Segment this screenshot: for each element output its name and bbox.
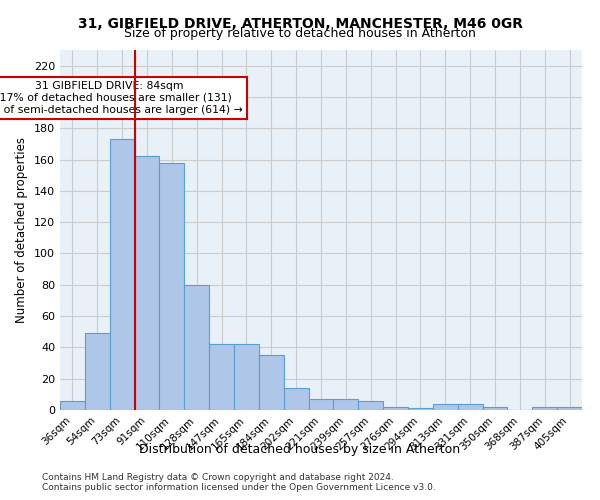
Y-axis label: Number of detached properties: Number of detached properties <box>16 137 28 323</box>
Bar <box>110 139 134 410</box>
Bar <box>532 407 557 410</box>
Bar <box>160 162 184 410</box>
Bar <box>482 407 508 410</box>
Bar <box>358 400 383 410</box>
Bar <box>234 344 259 410</box>
Bar <box>557 407 582 410</box>
Bar <box>134 156 160 410</box>
Bar <box>458 404 482 410</box>
Text: 31 GIBFIELD DRIVE: 84sqm
← 17% of detached houses are smaller (131)
82% of semi-: 31 GIBFIELD DRIVE: 84sqm ← 17% of detach… <box>0 82 243 114</box>
Bar <box>60 400 85 410</box>
Bar <box>433 404 458 410</box>
Bar <box>184 285 209 410</box>
Text: Distribution of detached houses by size in Atherton: Distribution of detached houses by size … <box>139 442 461 456</box>
Text: 31, GIBFIELD DRIVE, ATHERTON, MANCHESTER, M46 0GR: 31, GIBFIELD DRIVE, ATHERTON, MANCHESTER… <box>77 18 523 32</box>
Text: Contains public sector information licensed under the Open Government Licence v3: Contains public sector information licen… <box>42 482 436 492</box>
Bar <box>85 334 110 410</box>
Bar <box>209 344 234 410</box>
Bar <box>334 399 358 410</box>
Bar <box>284 388 308 410</box>
Bar <box>308 399 334 410</box>
Bar <box>408 408 433 410</box>
Text: Size of property relative to detached houses in Atherton: Size of property relative to detached ho… <box>124 28 476 40</box>
Text: Contains HM Land Registry data © Crown copyright and database right 2024.: Contains HM Land Registry data © Crown c… <box>42 472 394 482</box>
Bar <box>383 407 408 410</box>
Bar <box>259 355 284 410</box>
